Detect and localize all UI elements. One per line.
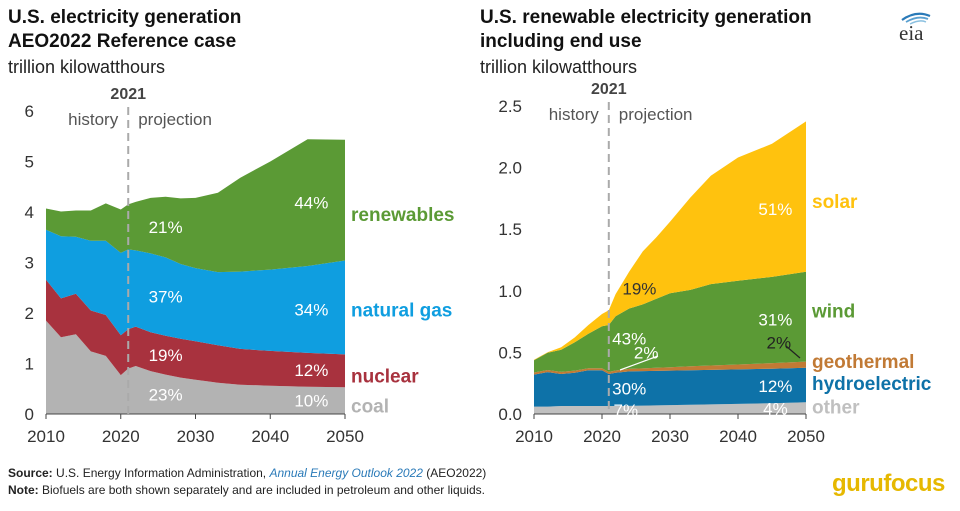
gurufocus-watermark: gurufocus [832,470,945,498]
x-tick-label: 2020 [102,427,140,446]
y-tick-label: 2.0 [498,159,522,178]
source-tail: (AEO2022) [426,466,487,480]
x-tick-label: 2030 [651,427,689,446]
data-label-renewables: 44% [294,193,328,212]
x-tick-label: 2050 [787,427,825,446]
data-label-extra: 19% [622,279,656,298]
projection-label: projection [138,110,212,129]
divider-year-label: 2021 [591,81,627,98]
legend-hydroelectric: hydroelectric [812,374,932,395]
right-chart-units: trillion kilowatthours [480,57,638,77]
y-tick-label: 6 [25,102,34,121]
data-label-renewables: 21% [149,218,183,237]
data-label-other: 7% [614,401,639,420]
y-tick-label: 2 [25,304,34,323]
y-tick-label: 1 [25,355,34,374]
area-natural-gas [46,229,345,355]
divider-year-label: 2021 [110,86,146,103]
eia-logo: eia [899,12,931,44]
y-tick-label: 2.5 [498,97,522,116]
area-geothermal [534,361,806,375]
data-label-wind: 43% [612,330,646,349]
right-chart: 0.0 0.5 1.0 1.5 2.0 2.5 2010 2020 2030 2040 2050 20… [498,81,931,446]
left-chart: 0 1 2 3 4 5 6 2010 2020 2030 2040 2050 2021 history pr… [25,86,455,446]
data-label-natural-gas: 34% [294,300,328,319]
watermark-part-1: guru [832,470,884,497]
area-nuclear [46,279,345,388]
data-label-solar: 51% [758,200,792,219]
source-line: Source: U.S. Energy Information Administ… [8,465,486,481]
source-text: U.S. Energy Information Administration, [56,466,267,480]
data-label-coal: 23% [149,385,183,404]
left-chart-title-line-2: AEO2022 Reference case [8,31,237,52]
source-label: Source: [8,466,53,480]
legend-nuclear: nuclear [351,367,419,388]
history-label: history [549,105,600,124]
data-label-extra: 2% [767,334,792,353]
right-chart-title: U.S. renewable electricity generation in… [480,6,812,54]
history-label: history [68,110,119,129]
y-tick-label: 0.5 [498,343,522,362]
left-chart-title-line-1: U.S. electricity generation [8,7,242,28]
legend-natural-gas: natural gas [351,300,452,321]
data-label-nuclear: 12% [294,361,328,380]
left-chart-units: trillion kilowatthours [8,57,166,77]
y-tick-label: 1.0 [498,282,522,301]
y-tick-label: 4 [25,203,34,222]
data-label-natural-gas: 37% [149,288,183,307]
area-solar [534,121,806,361]
x-tick-label: 2020 [583,427,621,446]
legend-wind: wind [811,302,855,323]
x-tick-label: 2010 [27,427,65,446]
legend-geothermal: geothermal [812,352,914,373]
right-chart-title-line-2: including end use [480,31,642,52]
geothermal-leader-line [785,345,801,359]
geothermal-2021-leader-line [619,355,659,371]
note-line: Note: Biofuels are both shown separately… [8,482,485,498]
area-coal [46,320,345,414]
x-tick-label: 2010 [515,427,553,446]
x-tick-label: 2040 [719,427,757,446]
watermark-part-2: focus [883,470,945,497]
data-label-other: 4% [763,400,788,419]
x-tick-label: 2030 [177,427,215,446]
note-text: Biofuels are both shown separately and a… [42,483,485,497]
area-renewables [46,139,345,273]
area-hydroelectric [534,367,806,407]
data-label-coal: 10% [294,391,328,410]
legend-coal: coal [351,396,389,417]
x-tick-label: 2040 [251,427,289,446]
data-label-hydroelectric: 12% [758,377,792,396]
right-chart-title-line-1: U.S. renewable electricity generation [480,7,812,28]
y-tick-label: 0.0 [498,405,522,424]
projection-label: projection [619,105,693,124]
data-label-nuclear: 19% [149,346,183,365]
x-tick-label: 2050 [326,427,364,446]
left-chart-title: U.S. electricity generation AEO2022 Refe… [8,6,241,54]
data-label-hydroelectric: 30% [612,380,646,399]
eia-logo-text: eia [899,21,924,44]
y-tick-label: 3 [25,254,34,273]
data-label-wind: 31% [758,311,792,330]
y-tick-label: 1.5 [498,220,522,239]
legend-renewables: renewables [351,205,455,226]
y-tick-label: 0 [25,405,34,424]
data-label-extra: 2% [634,343,659,362]
y-tick-label: 5 [25,153,34,172]
charts-canvas: 0 1 2 3 4 5 6 2010 2020 2030 2040 2050 2021 history pr… [25,81,932,446]
source-publication-link[interactable]: Annual Energy Outlook 2022 [269,466,423,480]
legend-solar: solar [812,192,858,213]
area-wind [534,271,806,373]
area-other [534,402,806,414]
note-label: Note: [8,483,39,497]
legend-other: other [812,398,860,419]
